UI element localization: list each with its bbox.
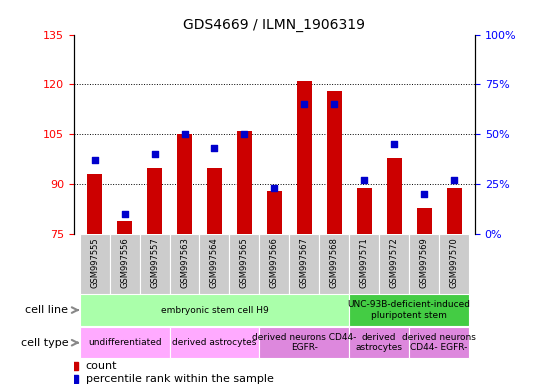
Text: GSM997569: GSM997569 [420, 237, 429, 288]
Bar [357, 188, 372, 234]
Point [120, 211, 129, 217]
Text: GSM997571: GSM997571 [360, 237, 369, 288]
Text: GSM997555: GSM997555 [90, 237, 99, 288]
Text: embryonic stem cell H9: embryonic stem cell H9 [161, 306, 268, 314]
Bar [409, 234, 439, 294]
Text: cell line: cell line [25, 305, 68, 315]
Text: derived neurons
CD44- EGFR-: derived neurons CD44- EGFR- [402, 333, 476, 353]
Bar [177, 134, 192, 234]
Bar [447, 188, 461, 234]
Text: undifferentiated: undifferentiated [88, 338, 162, 347]
Point [240, 131, 249, 137]
Text: derived astrocytes: derived astrocytes [173, 338, 257, 347]
Bar [147, 168, 162, 234]
Text: GSM997570: GSM997570 [449, 237, 459, 288]
Point [390, 141, 399, 147]
Bar [87, 174, 102, 234]
Text: GSM997563: GSM997563 [180, 237, 189, 288]
Point [450, 177, 459, 184]
Bar [439, 234, 469, 294]
Bar [289, 234, 319, 294]
Text: GSM997572: GSM997572 [390, 237, 399, 288]
Bar [207, 168, 222, 234]
Bar [379, 234, 409, 294]
Point [210, 145, 219, 151]
Point [180, 131, 189, 137]
Text: GSM997566: GSM997566 [270, 237, 279, 288]
Bar [349, 327, 409, 358]
Bar [297, 81, 312, 234]
Bar [170, 327, 259, 358]
Bar [327, 91, 342, 234]
Bar [80, 327, 170, 358]
Bar [170, 234, 199, 294]
Text: derived neurons CD44-
EGFR-: derived neurons CD44- EGFR- [252, 333, 357, 353]
Bar [110, 234, 140, 294]
Bar [319, 234, 349, 294]
Point [150, 151, 159, 157]
Bar [349, 234, 379, 294]
Text: GSM997568: GSM997568 [330, 237, 339, 288]
Bar [349, 295, 469, 326]
Bar [259, 327, 349, 358]
Text: GSM997556: GSM997556 [120, 237, 129, 288]
Bar [409, 327, 469, 358]
Text: GSM997557: GSM997557 [150, 237, 159, 288]
Point [90, 157, 99, 164]
Text: cell type: cell type [21, 338, 68, 348]
Title: GDS4669 / ILMN_1906319: GDS4669 / ILMN_1906319 [183, 18, 365, 32]
Text: count: count [86, 361, 117, 371]
Bar [267, 191, 282, 234]
Text: GSM997565: GSM997565 [240, 237, 249, 288]
Bar [259, 234, 289, 294]
Bar [117, 221, 132, 234]
Bar [417, 208, 431, 234]
Bar [237, 131, 252, 234]
Text: percentile rank within the sample: percentile rank within the sample [86, 374, 274, 384]
Bar [140, 234, 170, 294]
Point [270, 185, 279, 191]
Bar [387, 158, 402, 234]
Point [330, 101, 339, 108]
Text: GSM997564: GSM997564 [210, 237, 219, 288]
Bar [80, 295, 349, 326]
Text: derived
astrocytes: derived astrocytes [355, 333, 403, 353]
Text: GSM997567: GSM997567 [300, 237, 309, 288]
Point [300, 101, 308, 108]
Bar [199, 234, 229, 294]
Bar [80, 234, 110, 294]
Bar [229, 234, 259, 294]
Text: UNC-93B-deficient-induced
pluripotent stem: UNC-93B-deficient-induced pluripotent st… [348, 300, 471, 320]
Point [420, 191, 429, 197]
Point [360, 177, 369, 184]
